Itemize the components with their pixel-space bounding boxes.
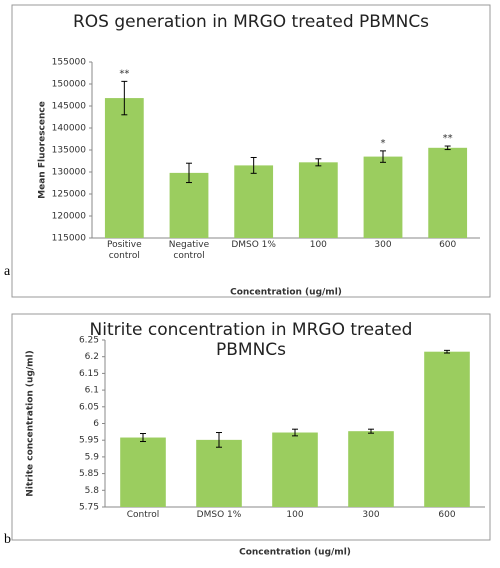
bar <box>104 98 144 238</box>
significance-label: ** <box>443 133 453 144</box>
error-bar <box>368 428 374 434</box>
bar <box>169 172 209 238</box>
x-tick-label: 100 <box>286 510 304 520</box>
y-tick-label: 5.95 <box>79 436 99 446</box>
y-tick-label: 6.1 <box>85 386 99 396</box>
chart-title: Nitrite concentration in MRGO treated PB… <box>89 320 413 360</box>
panel-label: b <box>4 532 11 547</box>
bar <box>272 432 318 507</box>
chart-frame <box>11 313 491 541</box>
x-axis-title: Concentration (ug/ml) <box>239 548 351 558</box>
x-tick-label: Control <box>126 510 160 520</box>
x-tick-label: 300 <box>362 510 380 520</box>
error-bar <box>121 80 128 116</box>
y-tick-label: 5.75 <box>79 503 99 513</box>
y-tick-label: 6.2 <box>85 352 99 362</box>
y-tick-label: 6.25 <box>79 336 99 346</box>
x-tick-label: 100 <box>309 240 327 250</box>
y-tick-label: 120000 <box>52 212 87 222</box>
y-tick-label: 125000 <box>52 190 87 200</box>
x-tick-label: DMSO 1% <box>231 240 276 250</box>
y-tick-label: 140000 <box>52 124 87 134</box>
y-tick-label: 150000 <box>52 80 87 90</box>
error-bar <box>444 145 451 151</box>
x-tick-label: Negative control <box>168 240 210 261</box>
x-tick-label: Positive control <box>106 240 142 261</box>
y-tick-label: 6.15 <box>79 369 99 379</box>
y-tick-label: 130000 <box>52 168 87 178</box>
x-axis-title: Concentration (ug/ml) <box>230 288 342 298</box>
y-tick-label: 5.8 <box>85 486 100 496</box>
significance-label: * <box>381 138 386 149</box>
bar <box>348 431 394 507</box>
significance-label: ** <box>119 68 129 79</box>
chart-title: ROS generation in MRGO treated PBMNCs <box>72 12 430 32</box>
bar <box>428 147 468 238</box>
y-tick-label: 135000 <box>52 146 87 156</box>
y-tick-label: 6.05 <box>79 402 99 412</box>
y-tick-label: 6 <box>93 419 99 429</box>
error-bar <box>380 150 386 163</box>
bar <box>363 156 403 238</box>
y-tick-label: 145000 <box>52 102 87 112</box>
y-axis-title: Nitrite concentration (ug/ml) <box>26 350 36 497</box>
x-tick-label: 600 <box>438 510 456 520</box>
panel-label: a <box>4 264 11 279</box>
y-tick-label: 155000 <box>52 58 87 68</box>
error-bar <box>292 428 298 437</box>
error-bar <box>444 349 450 354</box>
error-bar <box>315 158 322 167</box>
bar <box>196 439 242 507</box>
x-tick-label: DMSO 1% <box>196 510 242 520</box>
bar <box>234 165 274 238</box>
bar <box>298 162 338 238</box>
error-bar <box>140 433 146 443</box>
x-tick-label: 600 <box>439 240 457 250</box>
error-bar <box>216 432 222 448</box>
error-bar <box>186 162 192 184</box>
y-tick-label: 5.9 <box>85 452 100 462</box>
x-tick-label: 300 <box>374 240 392 250</box>
y-axis-title: Mean Fluorescence <box>38 101 48 199</box>
bar <box>424 351 470 507</box>
y-tick-label: 5.85 <box>79 469 99 479</box>
error-bar <box>250 156 257 174</box>
y-tick-label: 115000 <box>52 234 87 244</box>
bar <box>120 437 166 507</box>
